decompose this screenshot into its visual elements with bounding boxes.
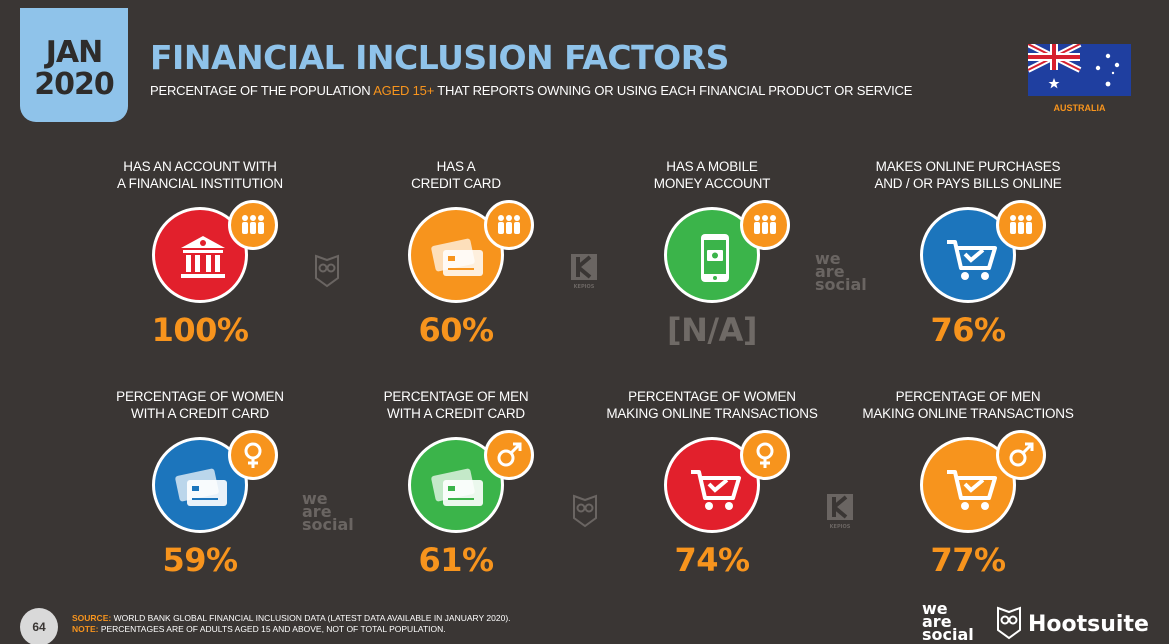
logo-we: we [922,599,948,618]
wm-we: we [815,249,841,268]
card-label-line2: MONEY ACCOUNT [653,176,771,191]
subtitle-highlight: AGED 15+ [373,83,435,98]
female-icon [740,430,790,480]
card-label-line2: A FINANCIAL INSTITUTION [117,176,283,191]
card-value: 77% [930,541,1006,579]
kepios-label: KEPIOS [829,524,851,530]
card-label: PERCENTAGE OF WOMEN WITH A CREDIT CARD [80,388,320,422]
source-label: SOURCE: [72,613,112,623]
card-value: 74% [674,541,750,579]
card-label: PERCENTAGE OF MEN MAKING ONLINE TRANSACT… [848,388,1088,422]
card-value: 76% [930,311,1006,349]
card-label: PERCENTAGE OF WOMEN MAKING ONLINE TRANSA… [592,388,832,422]
card-value: [N/A] [667,311,757,349]
credit-card-icon [408,207,504,303]
note-label: NOTE: [72,624,99,634]
we-are-social-logo: we are social [922,599,974,644]
kepios-logo-icon [827,494,853,520]
card-label-line1: PERCENTAGE OF MEN [895,389,1041,404]
subtitle-pre: PERCENTAGE OF THE POPULATION [150,83,374,98]
card-value: 100% [151,311,249,349]
kepios-watermark: KEPIOS [568,254,600,290]
people-icon [996,200,1046,250]
wm-are: are [815,262,845,281]
subtitle-post: THAT REPORTS OWNING OR USING EACH FINANC… [434,83,913,98]
logo-social: social [922,625,974,644]
card-label-line2: MAKING ONLINE TRANSACTIONS [862,406,1074,421]
kepios-watermark: KEPIOS [824,494,856,530]
card-label-line2: MAKING ONLINE TRANSACTIONS [606,406,818,421]
card-label-line1: HAS A [436,159,476,174]
page-title: FINANCIAL INCLUSION FACTORS [150,38,729,77]
card-label-line1: PERCENTAGE OF WOMEN [116,389,284,404]
date-year: 2020 [34,67,115,102]
wm-are: are [302,502,332,521]
logo-are: are [922,612,952,631]
kepios-label: KEPIOS [573,284,595,290]
card-label-line1: HAS A MOBILE [666,159,758,174]
wm-we: we [302,489,328,508]
card-label-line2: AND / OR PAYS BILLS ONLINE [874,176,1062,191]
note-text: PERCENTAGES ARE OF ADULTS AGED 15 AND AB… [98,624,446,634]
mobile-money-icon [664,207,760,303]
card-label-line1: MAKES ONLINE PURCHASES [875,159,1061,174]
we-are-social-watermark: we are social [302,489,354,534]
male-icon [484,430,534,480]
card-label-line2: WITH A CREDIT CARD [131,406,269,421]
source-note: SOURCE: WORLD BANK GLOBAL FINANCIAL INCL… [72,613,511,635]
card-label: PERCENTAGE OF MEN WITH A CREDIT CARD [336,388,576,422]
card-label: HAS A MOBILE MONEY ACCOUNT [592,158,832,192]
we-are-social-watermark: we are social [815,249,867,294]
card-label: MAKES ONLINE PURCHASES AND / OR PAYS BIL… [848,158,1088,192]
hootsuite-owl-watermark-icon [315,254,339,288]
credit-card-icon [152,437,248,533]
card-value: 61% [418,541,494,579]
female-icon [228,430,278,480]
people-icon [740,200,790,250]
hootsuite-owl-icon [997,606,1021,640]
wm-social: social [302,515,354,534]
date-month: JAN [45,35,104,70]
card-label-line2: CREDIT CARD [411,176,501,191]
card-label: HAS A CREDIT CARD [336,158,576,192]
kepios-logo-icon [571,254,597,280]
card-value: 59% [162,541,238,579]
card-label-line1: PERCENTAGE OF MEN [383,389,529,404]
source-text: WORLD BANK GLOBAL FINANCIAL INCLUSION DA… [111,613,511,623]
card-label-line1: HAS AN ACCOUNT WITH [123,159,277,174]
date-badge: JAN 2020 [20,8,128,122]
card-label: HAS AN ACCOUNT WITH A FINANCIAL INSTITUT… [80,158,320,192]
card-label-line2: WITH A CREDIT CARD [387,406,525,421]
male-icon [996,430,1046,480]
people-icon [484,200,534,250]
australia-flag-icon [1028,44,1131,96]
country-label: AUSTRALIA [1053,103,1106,113]
card-value: 60% [418,311,494,349]
hootsuite-owl-watermark-icon [573,494,597,528]
card-label-line1: PERCENTAGE OF WOMEN [628,389,796,404]
wm-social: social [815,275,867,294]
people-icon [228,200,278,250]
hootsuite-logo: Hootsuite [1028,612,1149,637]
page-subtitle: PERCENTAGE OF THE POPULATION AGED 15+ TH… [150,83,912,98]
page-number: 64 [20,608,58,644]
